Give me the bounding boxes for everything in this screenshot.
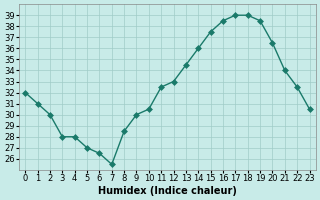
X-axis label: Humidex (Indice chaleur): Humidex (Indice chaleur) [98,186,237,196]
